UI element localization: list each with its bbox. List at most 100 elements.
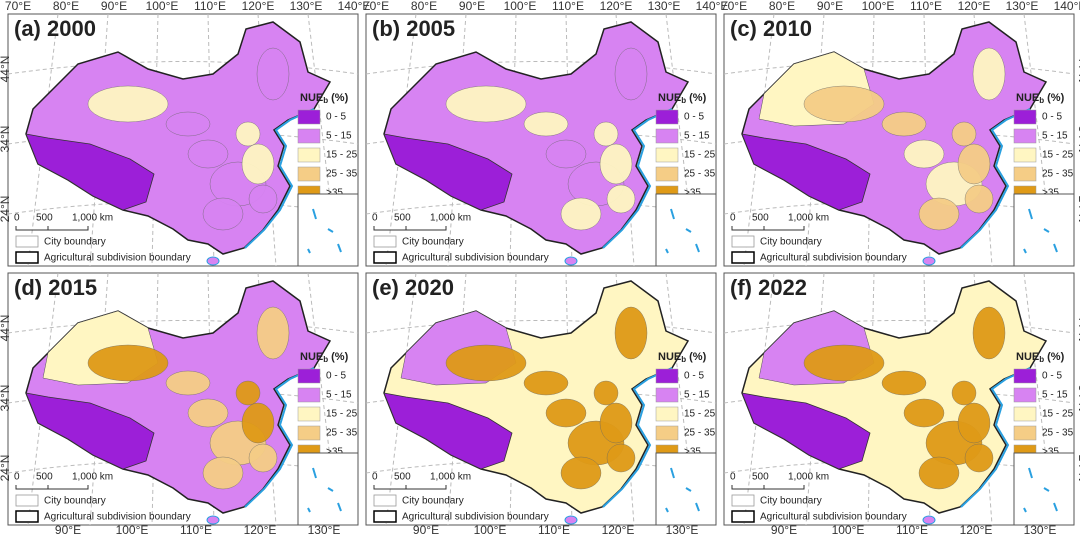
lon-label: 100°E [474, 523, 507, 537]
inset-islands [665, 208, 700, 254]
scale-bar [373, 226, 447, 231]
tibet-region [25, 133, 155, 211]
lon-label: 90°E [817, 0, 843, 13]
lon-label: 80°E [53, 0, 79, 13]
map-panel: (a) 2000 NUEb (%) 0 - 5 5 - 15 15 - 25 25 - 35… [7, 13, 359, 267]
boundary-swatch [373, 494, 397, 507]
panel-title: (f) 2022 [730, 275, 807, 300]
region [964, 184, 994, 214]
legend-label: >35 [326, 447, 343, 458]
inset-frame [1013, 452, 1075, 526]
legend-label: 15 - 25 [684, 409, 716, 420]
lon-label: 100°E [832, 523, 865, 537]
lon-label: 120°E [602, 523, 635, 537]
legend-title: NUEb (%) [658, 351, 707, 364]
scale-label: 0 [14, 472, 20, 483]
inset-frame [655, 452, 717, 526]
lat-label: 44°N [0, 315, 12, 342]
map-panel: (e) 2020 NUEb (%) 0 - 5 5 - 15 15 - 25 25 - 35… [365, 272, 717, 526]
legend-label: 15 - 25 [326, 150, 358, 161]
legend-label: 25 - 35 [326, 428, 358, 439]
region [964, 443, 994, 473]
lon-label: 130°E [666, 523, 699, 537]
legend-title-unit: (%) [689, 351, 706, 363]
legend-label: 25 - 35 [684, 428, 716, 439]
legend-label: 0 - 5 [684, 112, 704, 123]
legend-title: NUEb (%) [1016, 351, 1065, 364]
legend-label: 5 - 15 [326, 131, 352, 142]
legend-label: 5 - 15 [1042, 390, 1068, 401]
lon-label: 130°E [1006, 0, 1039, 13]
region [241, 143, 275, 185]
legend-swatch [655, 387, 679, 403]
map-panel: (f) 2022 NUEb (%) 0 - 5 5 - 15 15 - 25 25 - 35… [723, 272, 1075, 526]
legend-title: NUEb (%) [300, 351, 349, 364]
legend-swatch [297, 166, 321, 182]
legend-swatch [1013, 166, 1037, 182]
legend-title-main: NUE [300, 351, 323, 363]
legend-swatch [297, 147, 321, 163]
boundary-label: City boundary [760, 496, 822, 507]
legend-title: NUEb (%) [300, 92, 349, 105]
lat-label: 24°N [0, 455, 12, 482]
graticule [7, 320, 359, 334]
legend-title-main: NUE [300, 92, 323, 104]
legend-title-sub: b [323, 355, 328, 364]
lat-label: 24°N [1076, 455, 1080, 482]
graticule [723, 61, 1075, 75]
lat-label: 44°N [1076, 56, 1080, 83]
region [593, 380, 619, 406]
legend-title-unit: (%) [689, 92, 706, 104]
region [560, 197, 602, 231]
region [256, 306, 290, 360]
region [972, 47, 1006, 101]
graticule [365, 320, 717, 334]
tibet-region [383, 392, 513, 470]
legend-swatch [297, 128, 321, 144]
hainan [206, 256, 220, 266]
region [248, 443, 278, 473]
lon-label: 130°E [648, 0, 681, 13]
legend-label: 0 - 5 [1042, 371, 1062, 382]
region [523, 370, 569, 396]
legend-swatch [655, 406, 679, 422]
boundary-label: Agricultural subdivision boundary [44, 512, 191, 523]
boundary-label: Agricultural subdivision boundary [402, 512, 549, 523]
region [803, 344, 885, 382]
legend-label: 0 - 5 [326, 371, 346, 382]
region [614, 47, 648, 101]
coast [960, 367, 1031, 508]
region [803, 85, 885, 123]
legend-label: >35 [1042, 188, 1059, 199]
boundary-swatch [373, 235, 397, 248]
legend-title-main: NUE [658, 92, 681, 104]
region [545, 139, 587, 169]
boundary-label: City boundary [44, 237, 106, 248]
region [606, 443, 636, 473]
scale-label: 1,000 km [430, 472, 471, 483]
region [202, 197, 244, 231]
legend-swatch [1013, 147, 1037, 163]
region [560, 456, 602, 490]
lat-label: 34°N [1076, 385, 1080, 412]
scale-label: 1,000 km [72, 213, 113, 224]
region [235, 121, 261, 147]
panel-title: (b) 2005 [372, 16, 455, 41]
boundary-swatch [731, 510, 755, 523]
panel-title: (a) 2000 [14, 16, 96, 41]
region [235, 380, 261, 406]
legend-label: 25 - 35 [684, 169, 716, 180]
legend-swatch [1013, 368, 1037, 384]
scale-bar [731, 485, 805, 490]
boundary-swatch [15, 494, 39, 507]
lon-label: 120°E [242, 0, 275, 13]
lat-label: 34°N [0, 385, 12, 412]
region [545, 398, 587, 428]
tibet-region [741, 392, 871, 470]
inset-islands [307, 208, 342, 254]
region [957, 402, 991, 444]
lon-label: 90°E [101, 0, 127, 13]
legend-label: 25 - 35 [1042, 428, 1074, 439]
legend-title: NUEb (%) [1016, 92, 1065, 105]
